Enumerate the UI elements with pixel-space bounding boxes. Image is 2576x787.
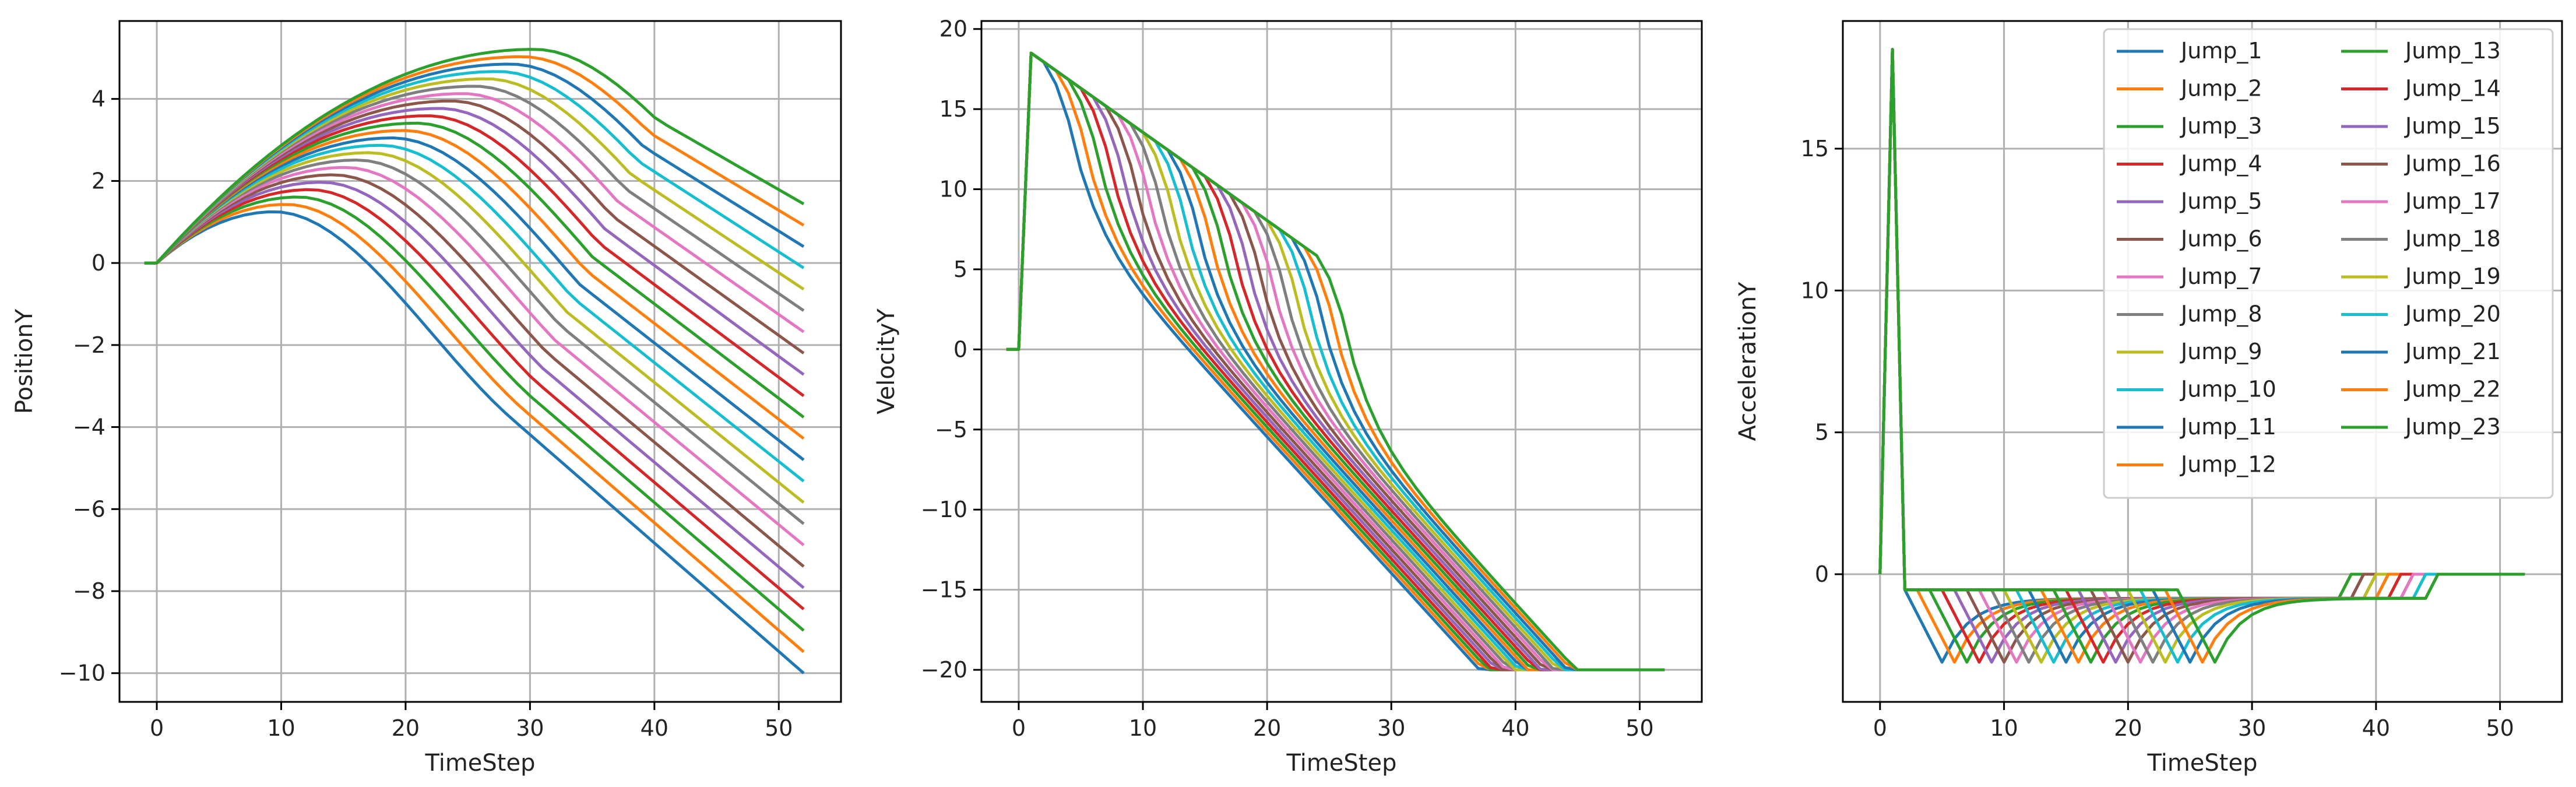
axes-frame (1842, 20, 2563, 703)
axes-frame (980, 20, 1703, 703)
y-tick-label: 20 (939, 16, 967, 42)
series-line-Jump_20 (144, 70, 805, 269)
x-tick-label: 30 (2238, 715, 2266, 741)
x-tick-label: 40 (2362, 715, 2390, 741)
y-tick-label: 0 (92, 250, 105, 276)
legend-entry: Jump_3 (2180, 113, 2262, 139)
x-tick-label: 0 (150, 715, 164, 741)
y-tick-label: −4 (73, 414, 105, 440)
legend-frame (2103, 28, 2554, 499)
legend-entry: Jump_8 (2180, 301, 2262, 327)
y-tick-label: 2 (92, 168, 105, 194)
y-tick-label: −15 (921, 577, 967, 603)
x-tick-label: 20 (392, 715, 420, 741)
subplot-2: 0 10 20 30 40 50−20−15−10−505101520TimeStepVe… (873, 16, 1703, 777)
legend-entry: Jump_19 (2404, 263, 2501, 289)
legend-entry: Jump_11 (2180, 414, 2276, 440)
y-tick-label: 5 (953, 257, 967, 282)
x-tick-label: 0 (1873, 715, 1887, 741)
legend-entry: Jump_6 (2180, 226, 2262, 252)
y-tick-label: −8 (73, 578, 105, 604)
subplot-1: 0 10 20 30 40 50 −10 −8 −6 −4 −2 0 2 4 TimeStep Positio… (11, 20, 842, 777)
series-line-Jump_3 (144, 195, 805, 632)
legend: Jump_1 Jump_2 Jump_3 Jump_4 Jump_5 Jump_6 Jump… (2103, 28, 2554, 499)
legend-entry: Jump_9 (2180, 339, 2262, 364)
y-tick-label: −10 (921, 497, 967, 522)
series-line-Jump_6 (144, 173, 805, 568)
y-axis-label: PositionY (11, 308, 38, 414)
y-tick-label: 4 (92, 86, 105, 112)
series-line-Jump_10 (144, 143, 805, 483)
y-tick-label: 10 (1801, 277, 1829, 303)
legend-entry: Jump_23 (2404, 414, 2501, 440)
series-line-Jump_23 (1006, 51, 1665, 672)
y-axis-label: AccelerationY (1734, 282, 1761, 441)
x-axis-label: TimeStep (2147, 750, 2258, 777)
legend-entry: Jump_15 (2404, 113, 2501, 139)
series-line-Jump_5 (144, 181, 805, 589)
series-line-Jump_4 (144, 188, 805, 610)
y-axis-label: VelocityY (873, 308, 900, 414)
legend-entry: Jump_22 (2404, 377, 2501, 402)
x-axis-label: TimeStep (425, 750, 536, 777)
x-tick-label: 0 (1012, 715, 1026, 741)
legend-entry: Jump_16 (2404, 151, 2501, 177)
series-group (1006, 51, 1665, 672)
series-line-Jump_1 (144, 210, 805, 674)
series-line-Jump_23 (144, 48, 805, 265)
series-line-Jump_23 (1878, 48, 2525, 664)
y-tick-label: 15 (1801, 136, 1829, 161)
x-tick-label: 30 (516, 715, 544, 741)
legend-entry: Jump_4 (2180, 151, 2262, 177)
x-tick-label: 30 (1377, 715, 1405, 741)
x-tick-label: 50 (765, 715, 793, 741)
series-line-Jump_9 (144, 151, 805, 504)
series-line-Jump_8 (144, 159, 805, 525)
y-tick-label: −20 (921, 657, 967, 683)
y-tick-label: −5 (935, 417, 967, 442)
x-tick-label: 40 (641, 715, 668, 741)
subplot-3: 0 10 20 30 40 50 0 5 10 15 TimeStep AccelerationY Ju… (1734, 20, 2563, 777)
legend-entry: Jump_21 (2404, 339, 2501, 364)
legend-entry: Jump_12 (2180, 452, 2276, 477)
series-line-Jump_7 (144, 166, 805, 547)
legend-entry: Jump_10 (2180, 377, 2276, 402)
y-tick-label: 10 (939, 177, 967, 202)
legend-entry: Jump_17 (2404, 188, 2501, 214)
x-tick-label: 10 (1129, 715, 1157, 741)
y-tick-label: 0 (953, 336, 967, 362)
legend-entry: Jump_13 (2404, 38, 2501, 64)
x-tick-label: 50 (1625, 715, 1653, 741)
x-tick-label: 50 (2486, 715, 2514, 741)
series-group (144, 48, 805, 674)
x-tick-label: 20 (1253, 715, 1281, 741)
y-tick-label: 0 (1815, 561, 1829, 587)
y-tick-label: −2 (73, 332, 105, 358)
x-tick-label: 10 (267, 715, 295, 741)
legend-entry: Jump_2 (2180, 76, 2262, 101)
legend-entry: Jump_14 (2404, 76, 2501, 101)
x-tick-label: 10 (1990, 715, 2018, 741)
legend-entry: Jump_1 (2180, 38, 2262, 64)
y-tick-label: 5 (1815, 420, 1829, 445)
legend-entry: Jump_7 (2180, 263, 2262, 289)
legend-entry: Jump_5 (2180, 188, 2262, 214)
legend-entry: Jump_20 (2404, 301, 2501, 327)
x-tick-label: 40 (1501, 715, 1529, 741)
y-tick-label: 15 (939, 96, 967, 122)
axes-frame (118, 20, 842, 703)
y-tick-label: −10 (59, 660, 105, 686)
series-line-Jump_2 (144, 203, 805, 654)
legend-entry: Jump_18 (2404, 226, 2501, 252)
x-axis-label: TimeStep (1286, 750, 1397, 777)
series-group (1878, 48, 2525, 664)
x-tick-label: 20 (2114, 715, 2142, 741)
y-tick-label: −6 (73, 496, 105, 522)
